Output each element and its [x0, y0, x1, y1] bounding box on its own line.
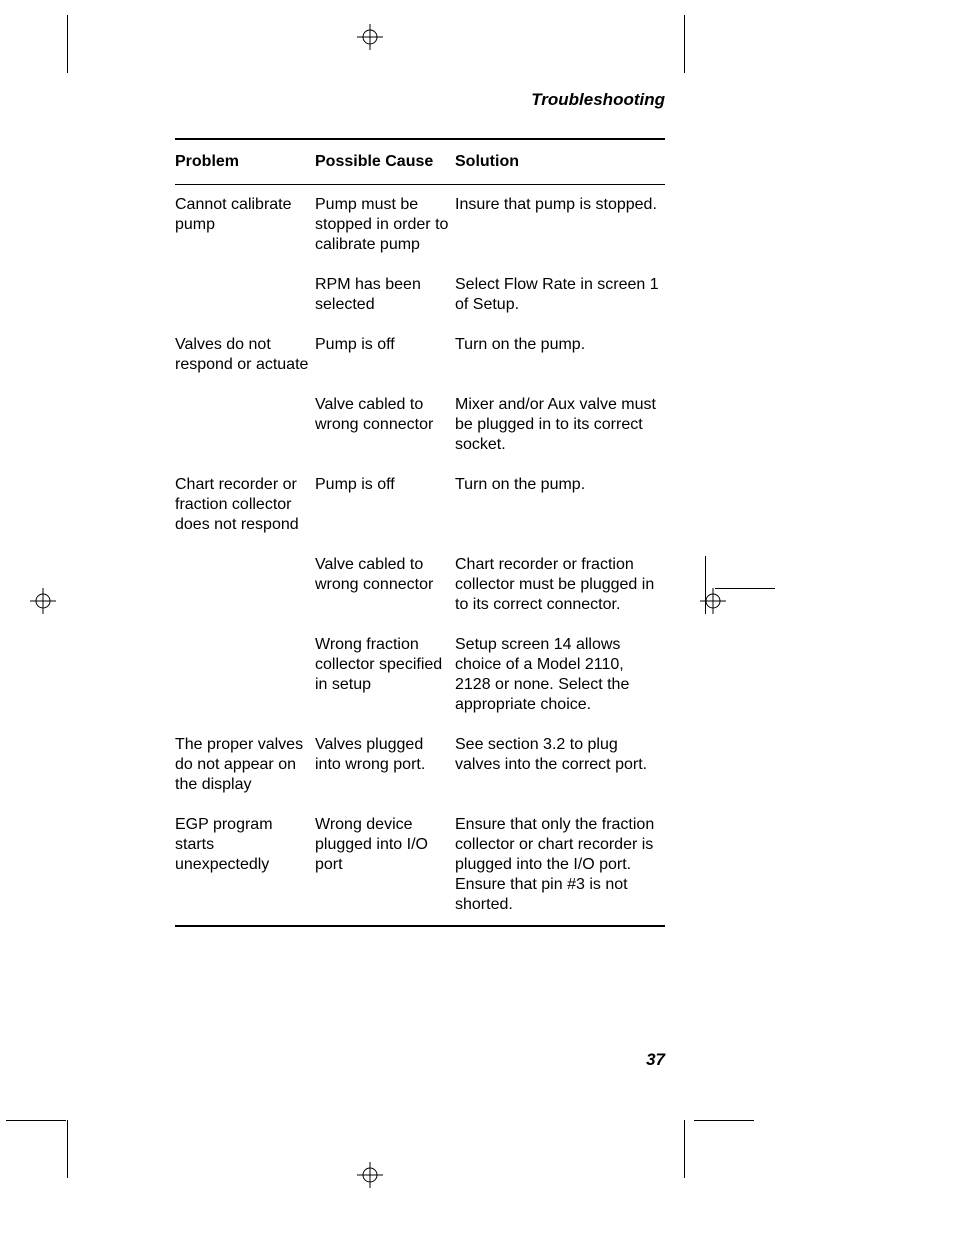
cell-solution: Setup screen 14 allows choice of a Model…	[455, 625, 665, 725]
crop-mark	[67, 1120, 68, 1178]
section-title: Troubleshooting	[175, 90, 665, 110]
bottom-rule	[175, 925, 665, 927]
table-row: Chart recorder or fraction collector doe…	[175, 465, 665, 545]
cell-solution: Mixer and/or Aux valve must be plugged i…	[455, 385, 665, 465]
cell-problem: Chart recorder or fraction collector doe…	[175, 465, 315, 545]
table-head: Problem Possible Cause Solution	[175, 140, 665, 184]
cell-cause: Valve cabled to wrong connector	[315, 545, 455, 625]
cell-problem: Cannot calibrate pump	[175, 185, 315, 265]
cell-solution: Chart recorder or fraction collector mus…	[455, 545, 665, 625]
table-body: Cannot calibrate pumpPump must be stoppe…	[175, 184, 665, 925]
cell-solution: Turn on the pump.	[455, 325, 665, 385]
table-row: Valve cabled to wrong connectorMixer and…	[175, 385, 665, 465]
cell-solution: Turn on the pump.	[455, 465, 665, 545]
registration-mark-icon	[357, 24, 383, 50]
crop-mark	[694, 1120, 754, 1121]
crop-mark	[684, 1120, 685, 1178]
crop-mark	[67, 15, 68, 73]
cell-cause: Valve cabled to wrong connector	[315, 385, 455, 465]
col-header-cause: Possible Cause	[315, 140, 455, 184]
cell-solution: Ensure that only the fraction collector …	[455, 805, 665, 925]
page-number: 37	[175, 1050, 665, 1070]
table-row: EGP program starts unexpectedlyWrong dev…	[175, 805, 665, 925]
table-row: Valves do not respond or actuatePump is …	[175, 325, 665, 385]
cell-problem	[175, 385, 315, 465]
page-content: Troubleshooting Problem Possible Cause S…	[175, 90, 665, 927]
col-header-problem: Problem	[175, 140, 315, 184]
cell-cause: Valves plugged into wrong port.	[315, 725, 455, 805]
registration-mark-icon	[700, 588, 726, 614]
table-row: Wrong fraction collector specified in se…	[175, 625, 665, 725]
table-row: RPM has been selectedSelect Flow Rate in…	[175, 265, 665, 325]
registration-mark-icon	[357, 1162, 383, 1188]
cell-solution: Insure that pump is stopped.	[455, 185, 665, 265]
crop-mark	[684, 15, 685, 73]
cell-cause: RPM has been selected	[315, 265, 455, 325]
cell-problem	[175, 625, 315, 725]
cell-cause: Pump must be stopped in order to calibra…	[315, 185, 455, 265]
cell-cause: Wrong fraction collector specified in se…	[315, 625, 455, 725]
col-header-solution: Solution	[455, 140, 665, 184]
table-row: Valve cabled to wrong connectorChart rec…	[175, 545, 665, 625]
cell-problem: Valves do not respond or actuate	[175, 325, 315, 385]
cell-problem: The proper valves do not appear on the d…	[175, 725, 315, 805]
cell-problem	[175, 265, 315, 325]
cell-solution: See section 3.2 to plug valves into the …	[455, 725, 665, 805]
cell-cause: Wrong device plugged into I/O port	[315, 805, 455, 925]
cell-problem: EGP program starts unexpectedly	[175, 805, 315, 925]
crop-mark	[6, 1120, 66, 1121]
cell-solution: Select Flow Rate in screen 1 of Setup.	[455, 265, 665, 325]
registration-mark-icon	[30, 588, 56, 614]
cell-problem	[175, 545, 315, 625]
cell-cause: Pump is off	[315, 465, 455, 545]
table-row: Cannot calibrate pumpPump must be stoppe…	[175, 185, 665, 265]
table-row: The proper valves do not appear on the d…	[175, 725, 665, 805]
troubleshooting-table: Problem Possible Cause Solution Cannot c…	[175, 140, 665, 925]
cell-cause: Pump is off	[315, 325, 455, 385]
